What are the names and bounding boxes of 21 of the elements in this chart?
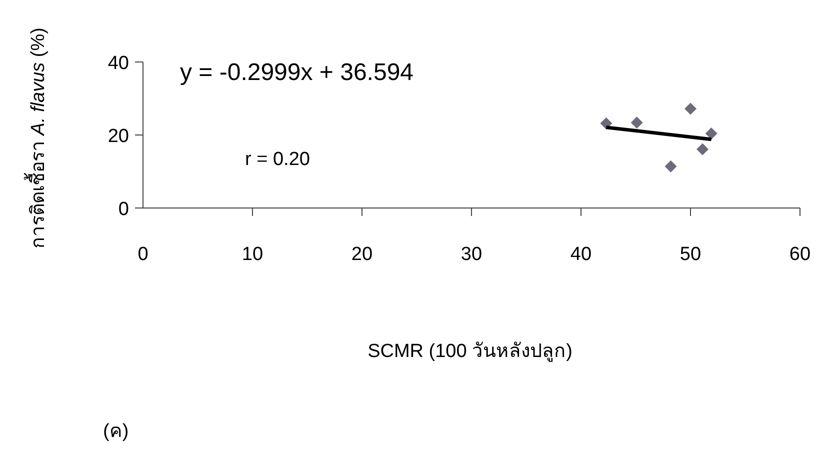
y-axis-title: การติดเชื้อรา A. flavus (%) [24, 28, 49, 248]
point [705, 128, 718, 140]
text: (ค) [103, 421, 129, 442]
y-tick-label: 40 [108, 53, 129, 74]
annotation: y = -0.2999x + 36.594 [180, 59, 414, 86]
x-tick-label: 40 [570, 244, 592, 265]
x-tick-label: 50 [680, 244, 702, 265]
point [664, 160, 677, 172]
x-tick-label: 60 [789, 244, 811, 265]
point [630, 116, 643, 129]
x-axis-title: SCMR (100 วันหลังปลูก) [368, 341, 572, 362]
point [684, 102, 696, 115]
x-tick-label: 0 [138, 244, 148, 265]
x-tick-label: 30 [460, 244, 482, 265]
point [600, 117, 612, 130]
y-tick-label: 20 [108, 126, 129, 147]
annotation: r = 0.20 [245, 149, 310, 170]
point [696, 143, 709, 156]
x-tick-label: 10 [242, 244, 264, 265]
y-tick-label: 0 [118, 199, 129, 220]
x-tick-label: 20 [351, 244, 373, 265]
